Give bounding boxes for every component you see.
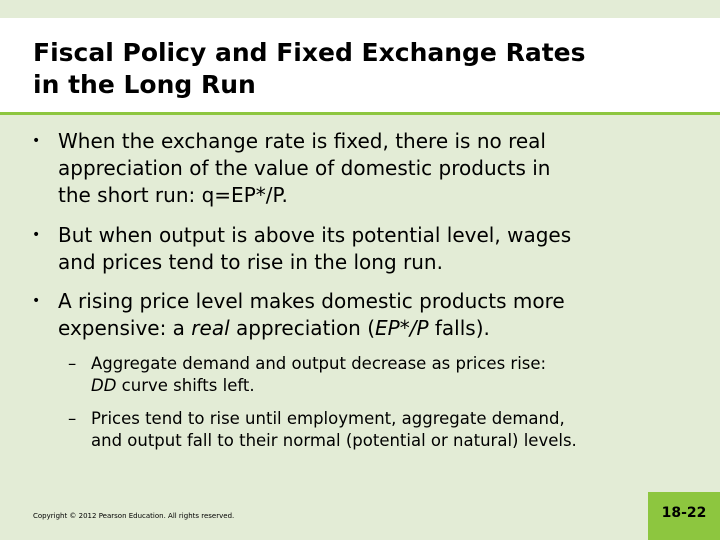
- sub-bullet-1: – Aggregate demand and output decrease a…: [0, 353, 546, 397]
- sub-bullet-1-line-1: Aggregate demand and output decrease as …: [91, 354, 547, 373]
- bullet-2-line-2: and prices tend to rise in the long run.: [58, 250, 443, 274]
- bullet-3-text-pre: expensive: a: [58, 316, 192, 340]
- bullet-3-italic-real: real: [191, 316, 230, 340]
- bullet-dot: •: [32, 227, 41, 243]
- page-number: 18-22: [661, 505, 707, 521]
- sub-bullet-1-text-post: curve shifts left.: [116, 376, 255, 395]
- sub-bullet-dash: –: [68, 354, 77, 373]
- title-area: [0, 18, 720, 112]
- bullet-3-text-mid: appreciation (: [229, 316, 376, 340]
- title-line-1: Fiscal Policy and Fixed Exchange Rates: [33, 38, 586, 67]
- bullet-3: • A rising price level makes domestic pr…: [0, 288, 565, 342]
- copyright-footer: Copyright © 2012 Pearson Education. All …: [33, 512, 235, 520]
- bullet-1-line-1: When the exchange rate is fixed, there i…: [58, 129, 546, 153]
- bullet-1: • When the exchange rate is fixed, there…: [0, 128, 550, 209]
- bullet-1-line-3: the short run: q=EP*/P.: [58, 183, 288, 207]
- slide-title: Fiscal Policy and Fixed Exchange Rates i…: [33, 37, 586, 101]
- bullet-3-text-post: falls).: [428, 316, 490, 340]
- bullet-3-line-1: A rising price level makes domestic prod…: [58, 289, 565, 313]
- bullet-2: • But when output is above its potential…: [0, 222, 571, 276]
- sub-bullet-1-italic-dd: DD: [91, 376, 117, 395]
- bullet-3-line-2: expensive: a real appreciation (EP*/P fa…: [0, 315, 565, 342]
- bullet-1-line-2: appreciation of the value of domestic pr…: [58, 156, 551, 180]
- top-band: [0, 0, 720, 18]
- sub-bullet-1-line-2: DD curve shifts left.: [0, 375, 546, 397]
- page-number-badge: 18-22: [648, 492, 720, 540]
- bullet-2-line-1: But when output is above its potential l…: [58, 223, 572, 247]
- title-line-2: in the Long Run: [33, 70, 256, 99]
- sub-bullet-2: – Prices tend to rise until employment, …: [0, 408, 577, 452]
- sub-bullet-2-line-1: Prices tend to rise until employment, ag…: [91, 409, 565, 428]
- slide-content: [0, 115, 720, 540]
- title-divider: [0, 112, 720, 115]
- bullet-3-italic-ratio: EP*/P: [375, 316, 429, 340]
- bullet-dot: •: [32, 293, 41, 309]
- sub-bullet-2-line-2: and output fall to their normal (potenti…: [91, 431, 577, 450]
- bullet-dot: •: [32, 133, 41, 149]
- sub-bullet-dash: –: [68, 409, 77, 428]
